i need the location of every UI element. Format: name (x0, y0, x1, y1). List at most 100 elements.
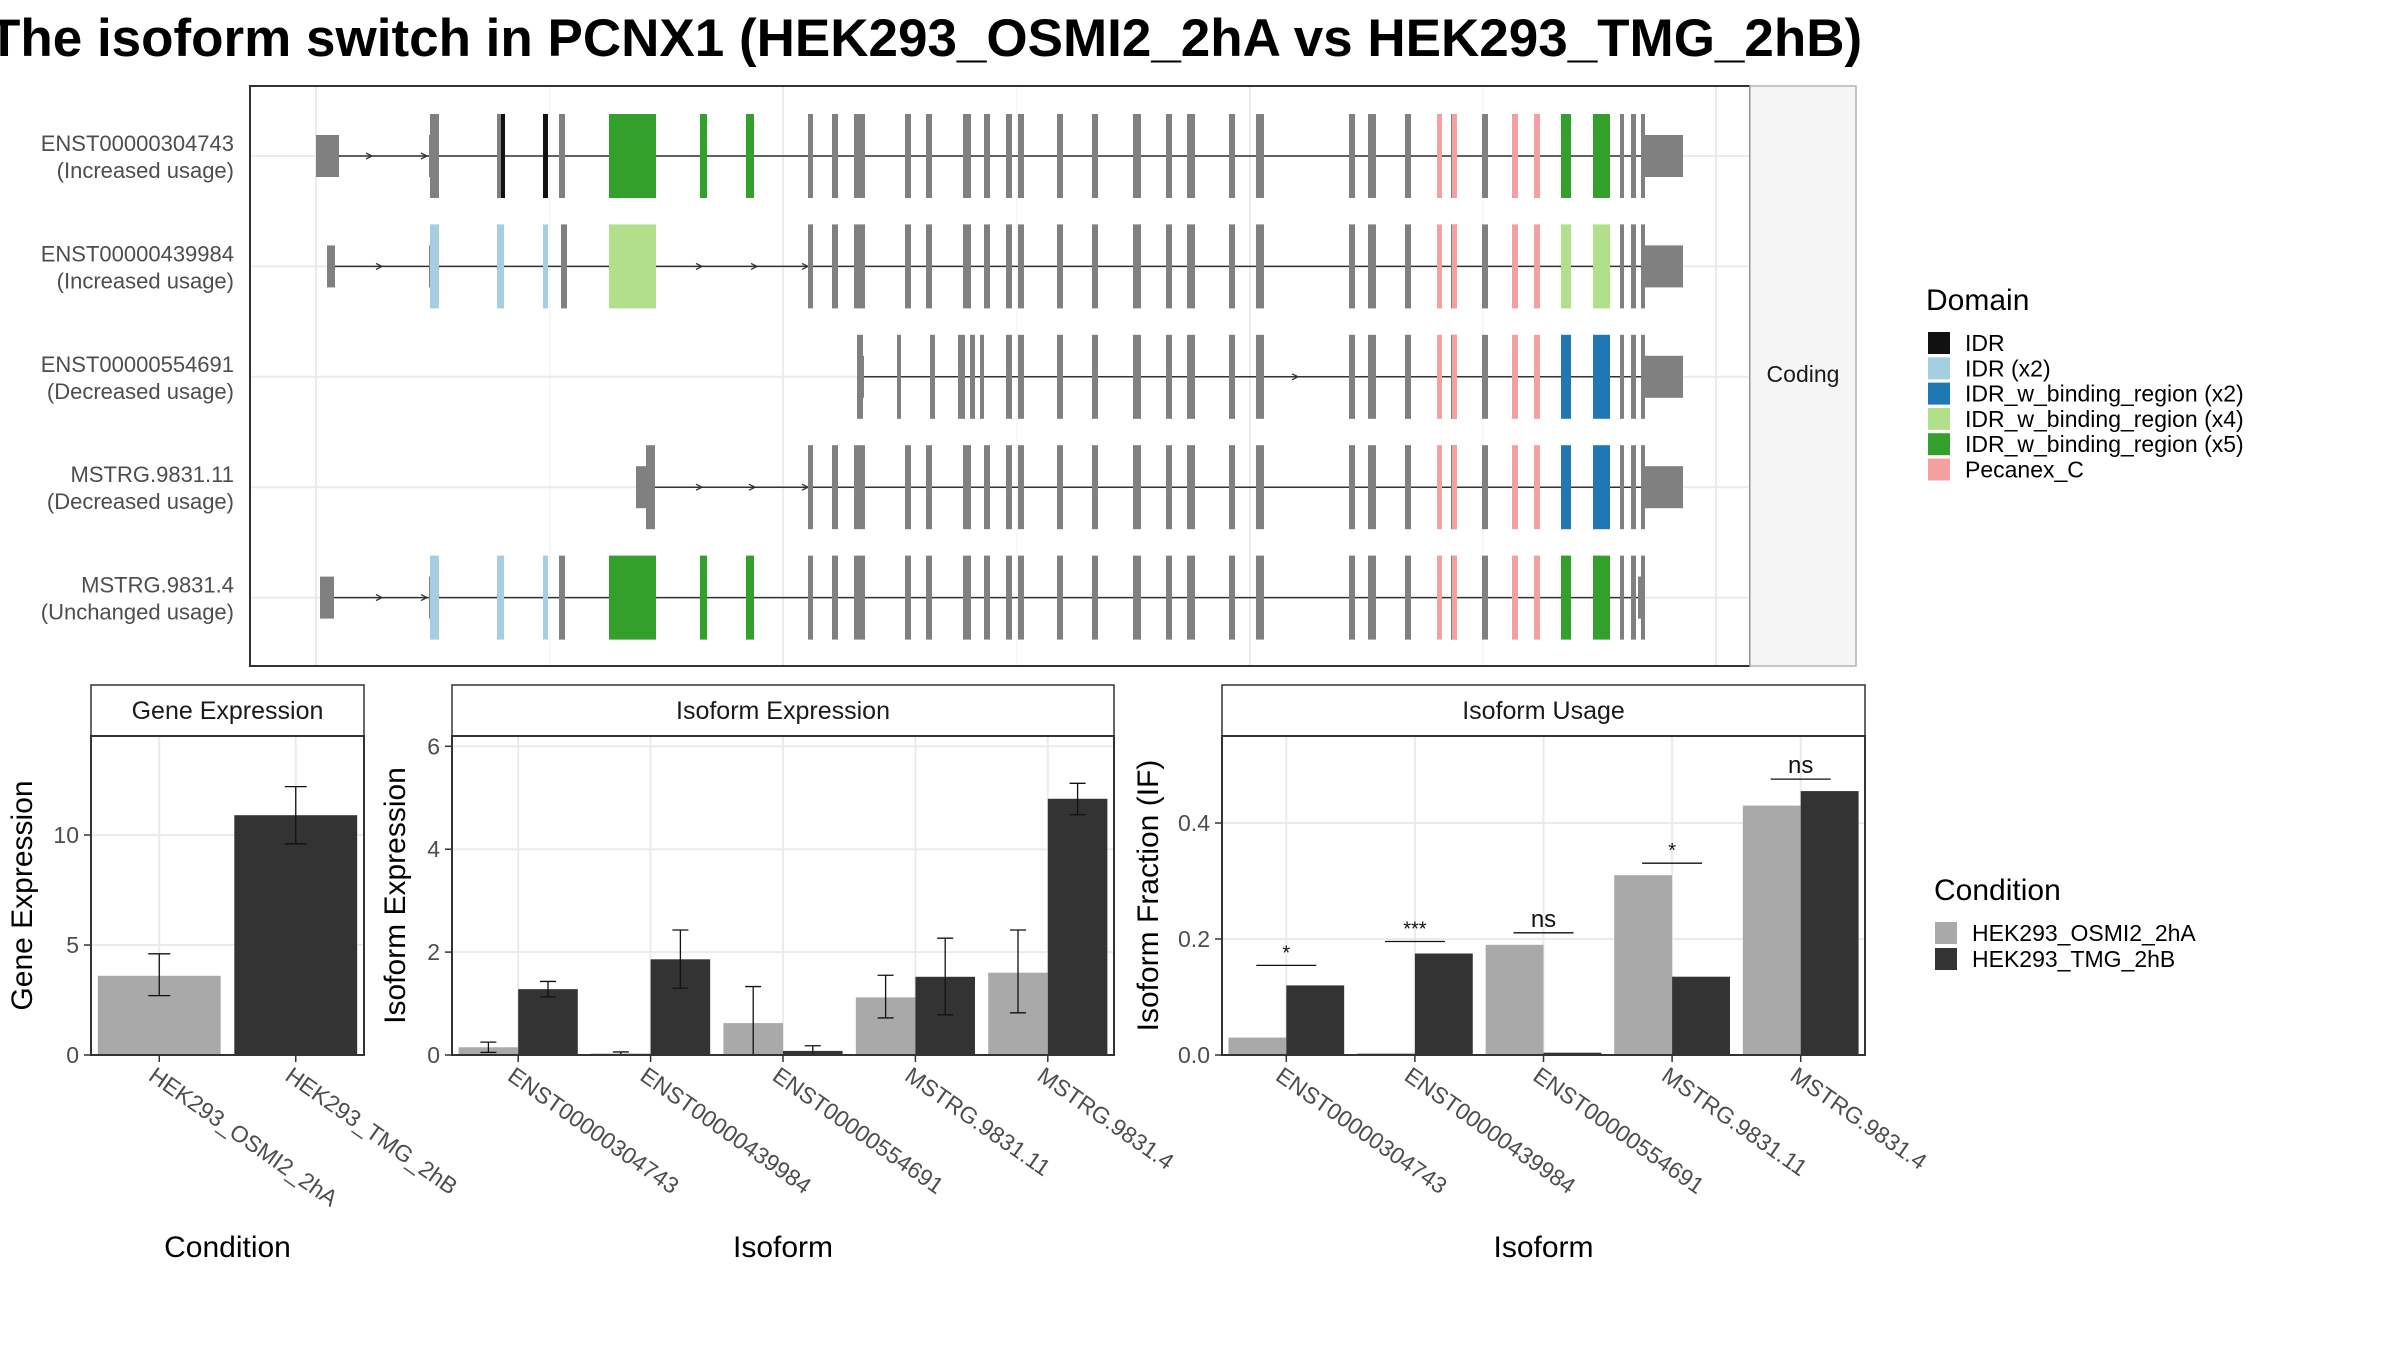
x-tick-label: MSTRG.9831.4 (1033, 1062, 1179, 1175)
domain-IDR_wbr_x2 (1561, 445, 1571, 530)
strand-arrow (695, 483, 704, 491)
coding-exon (808, 445, 813, 530)
pecanex-domain (1534, 555, 1540, 640)
coding-exon (1256, 114, 1264, 198)
x-axis-title: Isoform (1493, 1231, 1593, 1264)
coding-exon-tail (1631, 334, 1636, 419)
coding-exon (1256, 445, 1264, 530)
coding-exon (1187, 224, 1195, 309)
bar-osmi (1614, 875, 1673, 1055)
condition-legend-label: HEK293_TMG_2hB (1972, 946, 2175, 972)
transcript-id-label: MSTRG.9831.11 (71, 462, 234, 487)
pecanex-domain (1437, 445, 1442, 530)
transcript-usage-label: (Unchanged usage) (41, 600, 234, 625)
domain-legend-swatch (1928, 332, 1950, 354)
coding-exon (1018, 555, 1024, 640)
coding-exon (1229, 445, 1235, 530)
transcript-ENST00000304743 (316, 114, 1683, 198)
y-tick-label: 0 (66, 1042, 79, 1068)
domain-IDR_x2 (543, 224, 548, 309)
coding-exon (1018, 224, 1024, 309)
domain-legend-label: IDR (1965, 330, 2005, 356)
coding-exon-tail (1631, 114, 1636, 198)
strand-arrow (365, 152, 374, 160)
utr-5 (316, 135, 339, 177)
bar-tmg (1286, 985, 1345, 1055)
coding-exon (905, 224, 911, 309)
coding-exon (1006, 114, 1012, 198)
transcript-MSTRG.9831.4 (320, 555, 1645, 640)
coding-exon (1018, 334, 1024, 419)
pecanex-domain (1437, 224, 1442, 309)
isoform-structure-panel: ENST00000304743(Increased usage)ENST0000… (41, 85, 1857, 667)
coding-exon (1187, 555, 1195, 640)
coding-exon (1229, 334, 1235, 419)
domain-IDR_x2 (497, 555, 504, 640)
facet-strip (1749, 85, 1857, 667)
coding-exon (1057, 555, 1063, 640)
strand-arrow (1291, 373, 1300, 381)
pecanex-domain (1512, 445, 1518, 530)
figure-title: The isoform switch in PCNX1 (HEK293_OSMI… (0, 9, 1862, 68)
coding-exon (1057, 445, 1063, 530)
coding-exon (1482, 555, 1488, 640)
domain-legend-label: IDR (x2) (1965, 355, 2051, 381)
domain-IDR (501, 114, 505, 198)
coding-exon (905, 555, 911, 640)
domain-IDR_wbr_x5 (609, 555, 656, 640)
domain-IDR_x2 (543, 555, 548, 640)
domain-IDR_wbr_x4 (1593, 224, 1610, 309)
domain-IDR_x2 (430, 224, 439, 309)
domain-IDR_wbr_x2 (1561, 334, 1571, 419)
coding-exon (1482, 224, 1488, 309)
pecanex-domain (1452, 114, 1457, 198)
domain-legend-label: IDR_w_binding_region (x4) (1965, 406, 2244, 432)
domain-IDR_wbr_x4 (609, 224, 656, 309)
y-tick-label: 2 (427, 939, 440, 965)
coding-exon (1092, 445, 1098, 530)
domain-exon (561, 224, 567, 309)
coding-exon (930, 334, 935, 419)
condition-legend-swatch (1935, 922, 1957, 944)
domain-IDR_wbr_x5 (746, 555, 754, 640)
coding-exon-tail (1620, 445, 1624, 530)
y-axis-title: Gene Expression (6, 780, 39, 1010)
coding-exon (1482, 445, 1488, 530)
utr-5 (320, 576, 334, 619)
coding-exon (1405, 334, 1411, 419)
domain-IDR_wbr_x5 (1593, 114, 1610, 198)
bar-tmg (1800, 791, 1859, 1055)
coding-exon (1349, 224, 1355, 309)
y-axis-title: Isoform Expression (379, 767, 412, 1024)
coding-exon-tail (1631, 555, 1636, 640)
x-axis-title: Condition (164, 1231, 291, 1264)
coding-exon (832, 114, 838, 198)
transcript-ENST00000554691 (857, 334, 1683, 419)
y-tick-label: 4 (427, 836, 440, 862)
significance-label: * (1668, 840, 1676, 862)
coding-exon (1405, 445, 1411, 530)
y-tick-label: 6 (427, 733, 440, 759)
coding-exon (963, 445, 971, 530)
domain-exon (559, 114, 565, 198)
transcript-usage-label: (Increased usage) (57, 158, 234, 183)
pecanex-domain (1512, 114, 1518, 198)
coding-exon (1187, 445, 1195, 530)
pecanex-domain (1534, 445, 1540, 530)
coding-exon (1256, 555, 1264, 640)
pecanex-domain (1512, 224, 1518, 309)
coding-exon (980, 334, 984, 419)
bar-tmg (1047, 798, 1108, 1055)
coding-exon (1349, 114, 1355, 198)
coding-exon-tail (1620, 114, 1624, 198)
coding-exon (926, 114, 932, 198)
domain-IDR_wbr_x5 (1561, 114, 1571, 198)
isoform-expression-panel: Isoform Expression0246ENST00000304743ENS… (379, 684, 1179, 1264)
domain-legend-label: IDR_w_binding_region (x5) (1965, 431, 2244, 457)
coding-exon (984, 224, 990, 309)
domain-legend-label: IDR_w_binding_region (x2) (1965, 381, 2244, 407)
transcript-usage-label: (Increased usage) (57, 268, 234, 293)
pecanex-domain (1512, 555, 1518, 640)
